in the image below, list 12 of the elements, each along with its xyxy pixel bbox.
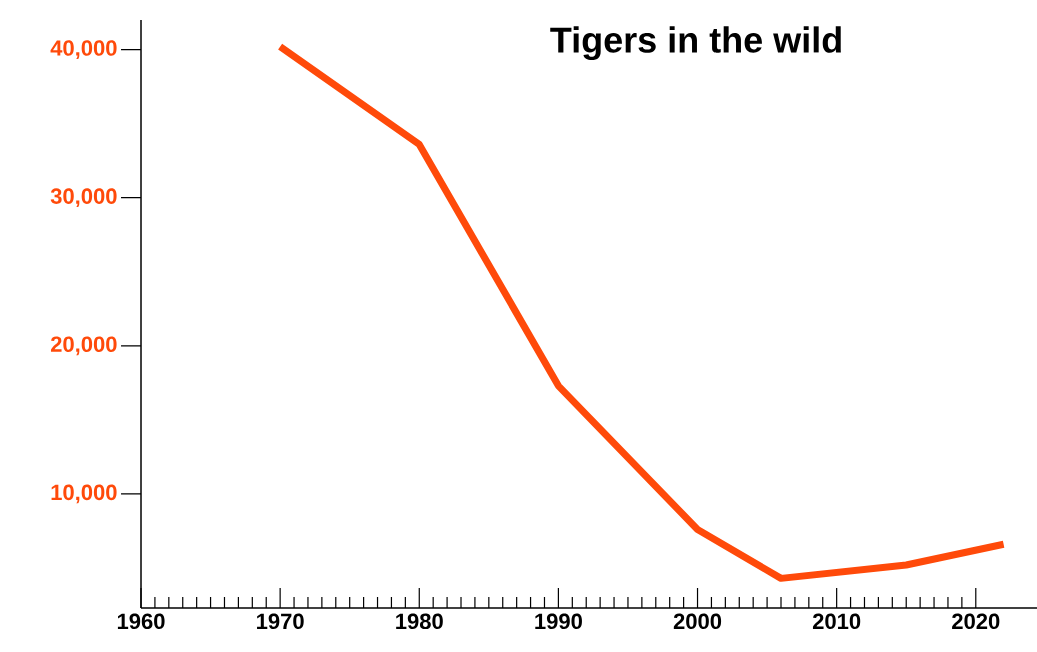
x-tick-label: 1980	[396, 613, 443, 630]
x-tick-label: 2020	[952, 613, 1000, 630]
y-tick-label: 10,000	[51, 484, 117, 504]
chart-title: Tigers in the wild	[550, 26, 841, 61]
y-tick-label: 30,000	[50, 188, 117, 208]
x-tick-label: 2010	[812, 613, 861, 630]
x-tick-label: 1970	[257, 613, 304, 630]
x-tick-label: 1960	[117, 613, 165, 630]
y-tick-label: 20,000	[50, 336, 117, 356]
x-tick-label: 1990	[535, 613, 582, 630]
y-tick-label: 40,000	[50, 40, 117, 59]
x-tick-label: 2000	[673, 613, 722, 630]
